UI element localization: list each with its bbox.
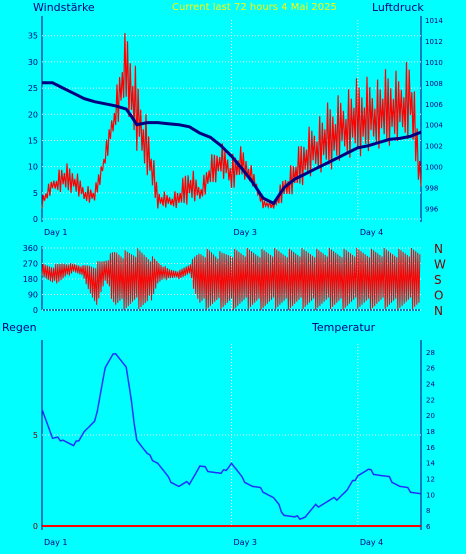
x-tick-label: Day 1 [44, 228, 67, 237]
pressure-tick-label: 1000 [425, 164, 443, 172]
wind-tick-label: 35 [28, 32, 38, 41]
pressure-tick-label: 1010 [425, 59, 443, 67]
pressure-tick-label: 1012 [425, 38, 443, 46]
temperature-line [41, 353, 422, 521]
temperature-axis-title: Temperatur [311, 321, 376, 334]
compass-label: N [434, 304, 443, 318]
compass-label: O [434, 289, 443, 303]
wind-tick-label: 15 [28, 136, 38, 145]
temperature-tick-label: 28 [426, 349, 435, 357]
temperature-tick-label: 26 [426, 365, 435, 373]
pressure-tick-label: 998 [425, 185, 438, 193]
direction-tick-label: 90 [28, 291, 38, 300]
wind-direction-series [41, 247, 421, 311]
x-tick-label: Day 1 [44, 538, 67, 547]
rain-temperature-panel: Regen Temperatur 05 68101214161820222426… [2, 321, 435, 547]
wind-pressure-panel: 0 5 10 15 20 25 30 35 996 998 1000 1002 1004 1006 100… [28, 16, 443, 237]
wind-tick-labels: 0 5 10 15 20 25 30 35 [28, 32, 38, 224]
wind-direction-line [41, 247, 421, 311]
temperature-tick-label: 18 [426, 428, 435, 436]
wind-pressure-grid [42, 20, 421, 220]
temperature-tick-labels: 6 8 10 12 14 16 18 20 22 24 26 28 [426, 349, 435, 531]
temperature-tick-label: 10 [426, 491, 435, 499]
pressure-tick-label: 1002 [425, 143, 443, 151]
temperature-tick-label: 20 [426, 412, 435, 420]
x-tick-label: Day 4 [360, 228, 383, 237]
x-tick-label: Day 3 [234, 538, 257, 547]
pressure-line [42, 81, 422, 206]
temperature-tick-label: 14 [426, 460, 435, 468]
rain-tick-label: 0 [33, 522, 38, 531]
temperature-tick-label: 6 [426, 523, 431, 531]
pressure-tick-labels: 996 998 1000 1002 1004 1006 1008 1010 1012 1014 [425, 17, 443, 214]
wind-x-tick-labels: Day 1 Day 3 Day 4 [44, 228, 383, 237]
wind-tick-label: 20 [28, 110, 38, 119]
temperature-tick-label: 24 [426, 381, 435, 389]
rain-tick-labels: 05 [33, 431, 38, 531]
rain-tick-label: 5 [33, 431, 38, 440]
temperature-tick-label: 12 [426, 476, 435, 484]
temperature-tick-label: 8 [426, 507, 430, 515]
compass-label: N [434, 242, 443, 256]
pressure-tick-label: 1008 [425, 80, 443, 88]
pressure-tick-label: 1014 [425, 17, 443, 25]
direction-tick-label: 360 [23, 244, 38, 253]
pressure-axis-title: Luftdruck [372, 1, 424, 14]
pressure-tick-label: 1004 [425, 122, 443, 130]
direction-tick-label: 0 [33, 306, 38, 315]
wind-tick-label: 5 [33, 189, 38, 198]
direction-tick-label: 180 [23, 275, 38, 284]
pressure-tick-label: 996 [425, 206, 439, 214]
rain-temperature-grid [42, 344, 421, 527]
compass-label: W [434, 258, 446, 272]
temperature-tick-label: 22 [426, 396, 435, 404]
pressure-tick-label: 1006 [425, 101, 443, 109]
wind-tick-label: 0 [33, 215, 38, 224]
temperature-tick-label: 16 [426, 444, 435, 452]
wind-tick-label: 30 [28, 58, 38, 67]
chart-title: Current last 72 hours 4 Mai 2025 [172, 2, 337, 13]
direction-tick-label: 270 [23, 260, 38, 269]
wind-tick-label: 10 [28, 163, 38, 172]
temperature-x-tick-labels: Day 1 Day 3 Day 4 [44, 538, 383, 547]
wind-axis-title: Windstärke [33, 1, 95, 14]
compass-label: S [434, 273, 442, 287]
x-tick-label: Day 4 [360, 538, 383, 547]
rain-axis-title: Regen [2, 321, 37, 334]
x-tick-label: Day 3 [234, 228, 257, 237]
wind-tick-label: 25 [28, 84, 38, 93]
direction-tick-labels: 0 90 180 270 360 [23, 244, 38, 315]
